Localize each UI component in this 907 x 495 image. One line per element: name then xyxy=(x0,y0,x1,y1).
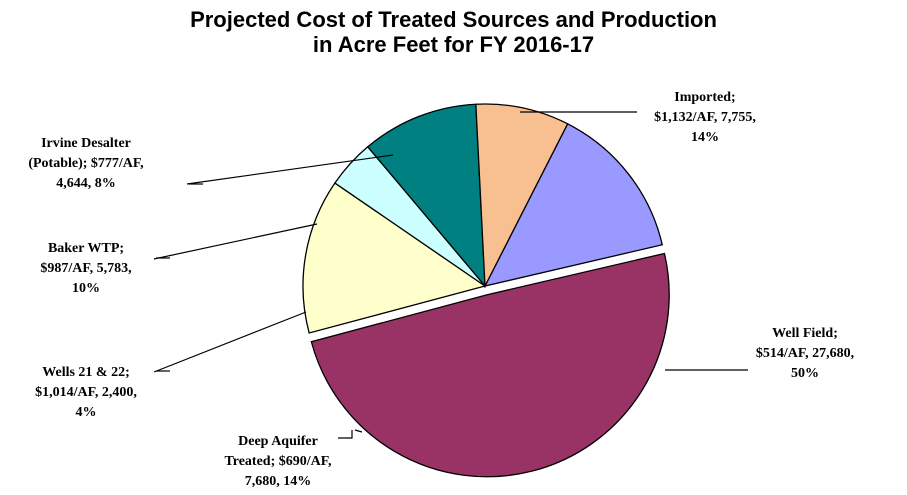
data-label-line: $514/AF, 27,680, xyxy=(756,346,854,361)
chart-title-line-2: in Acre Feet for FY 2016-17 xyxy=(312,32,595,57)
data-label-line: $987/AF, 5,783, xyxy=(40,261,131,276)
data-label-line: 50% xyxy=(791,366,819,381)
pie-slice-well-field xyxy=(310,252,670,478)
pie-slice-deep-aquifer-treated xyxy=(302,182,487,334)
data-label-line: 7,680, 14% xyxy=(245,474,312,489)
leader-line-deep-aquifer-treated xyxy=(354,429,363,433)
data-label-irvine-desalter-potable: Irvine Desalter (Potable); $777/AF, 4,644,… xyxy=(28,136,143,191)
data-label-baker-wtp: Baker WTP; $987/AF, 5,783, 10% xyxy=(40,241,131,296)
leader-tick-deep-aquifer-treated xyxy=(338,430,353,439)
data-label-line: Well Field; xyxy=(772,326,838,341)
data-label-wells-21-22: Wells 21 & 22; $1,014/AF, 2,400, 4% xyxy=(35,365,137,420)
data-label-well-field: Well Field; $514/AF, 27,680, 50% xyxy=(756,326,854,381)
data-label-line: Deep Aquifer xyxy=(238,434,318,449)
data-label-line: Imported; xyxy=(674,90,735,105)
leader-line-baker-wtp xyxy=(153,223,318,260)
data-label-line: 4,644, 8% xyxy=(56,176,116,191)
data-label-deep-aquifer-treated: Deep Aquifer Treated; $690/AF, 7,680, 14% xyxy=(224,434,331,489)
data-label-line: $1,014/AF, 2,400, xyxy=(35,385,137,400)
data-label-imported: Imported; $1,132/AF, 7,755, 14% xyxy=(654,90,756,145)
pie-slice-irvine-desalter-potable xyxy=(475,103,569,289)
data-label-line: 14% xyxy=(691,130,719,145)
chart-title-line-1: Projected Cost of Treated Sources and Pr… xyxy=(190,7,717,32)
data-label-line: 4% xyxy=(76,405,97,420)
data-label-line: 10% xyxy=(72,281,100,296)
leader-line-wells-21-22 xyxy=(153,311,307,373)
leader-line-irvine-desalter-potable xyxy=(186,154,394,185)
data-label-line: Baker WTP; xyxy=(48,241,124,256)
data-label-line: Irvine Desalter xyxy=(41,136,131,151)
pie-slice-baker-wtp xyxy=(366,103,486,288)
pie-slice-imported xyxy=(483,122,664,287)
data-label-line: Wells 21 & 22; xyxy=(42,365,130,380)
data-label-line: (Potable); $777/AF, xyxy=(28,156,143,171)
data-label-line: Treated; $690/AF, xyxy=(224,454,331,469)
data-label-line: $1,132/AF, 7,755, xyxy=(654,110,756,125)
